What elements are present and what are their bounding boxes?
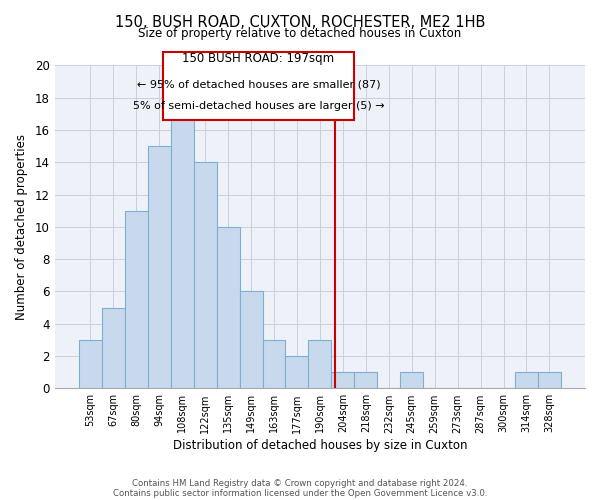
Bar <box>239 292 263 388</box>
Bar <box>125 210 148 388</box>
Bar <box>286 356 308 388</box>
Bar <box>515 372 538 388</box>
Text: 150 BUSH ROAD: 197sqm: 150 BUSH ROAD: 197sqm <box>182 52 335 64</box>
Text: Size of property relative to detached houses in Cuxton: Size of property relative to detached ho… <box>139 28 461 40</box>
Bar <box>263 340 286 388</box>
Bar <box>79 340 102 388</box>
Text: Contains HM Land Registry data © Crown copyright and database right 2024.: Contains HM Land Registry data © Crown c… <box>132 478 468 488</box>
Text: Contains public sector information licensed under the Open Government Licence v3: Contains public sector information licen… <box>113 488 487 498</box>
Bar <box>102 308 125 388</box>
Text: 150, BUSH ROAD, CUXTON, ROCHESTER, ME2 1HB: 150, BUSH ROAD, CUXTON, ROCHESTER, ME2 1… <box>115 15 485 30</box>
Bar <box>331 372 355 388</box>
Y-axis label: Number of detached properties: Number of detached properties <box>15 134 28 320</box>
Bar <box>171 114 194 388</box>
Bar <box>308 340 331 388</box>
Text: 5% of semi-detached houses are larger (5) →: 5% of semi-detached houses are larger (5… <box>133 101 385 111</box>
Bar <box>217 227 239 388</box>
Bar <box>538 372 561 388</box>
Bar <box>148 146 171 388</box>
Bar <box>400 372 423 388</box>
Text: ← 95% of detached houses are smaller (87): ← 95% of detached houses are smaller (87… <box>137 80 380 90</box>
Bar <box>355 372 377 388</box>
Bar <box>194 162 217 388</box>
X-axis label: Distribution of detached houses by size in Cuxton: Distribution of detached houses by size … <box>173 440 467 452</box>
Bar <box>163 52 355 120</box>
